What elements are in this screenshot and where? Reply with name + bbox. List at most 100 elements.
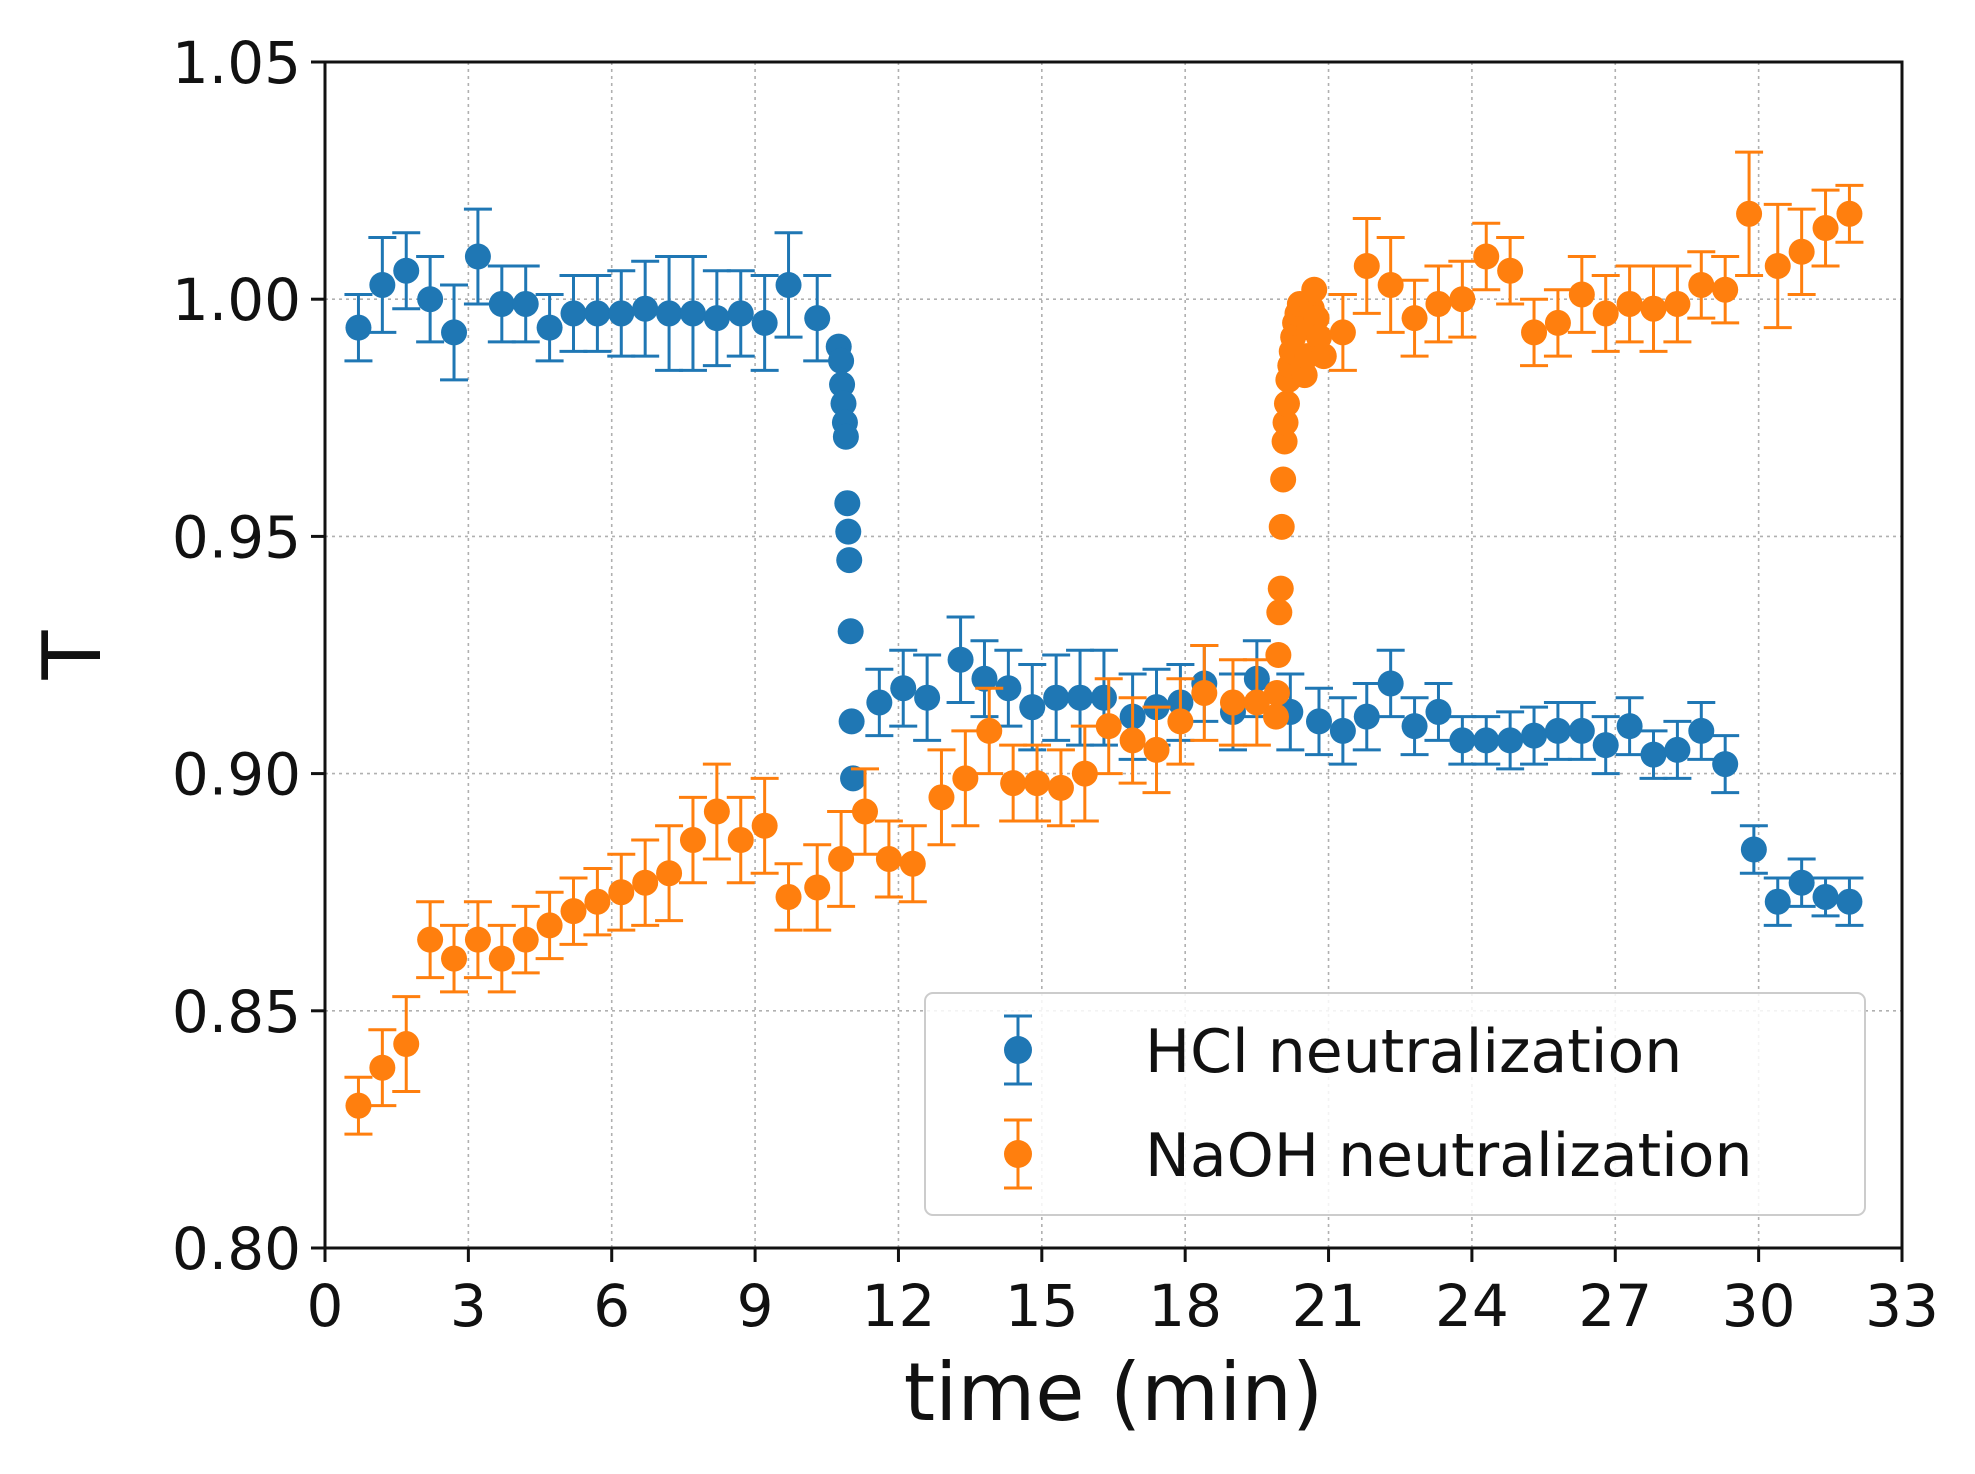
data-point [1639, 264, 1668, 353]
marker [775, 271, 802, 298]
series-hcl [344, 207, 1864, 927]
data-point [1567, 700, 1596, 761]
marker [441, 945, 468, 972]
legend: HCl neutralization NaOH neutralization [924, 992, 1866, 1216]
marker [1640, 741, 1667, 768]
data-point [1352, 681, 1381, 752]
data-point [1328, 696, 1357, 766]
data-point [1094, 677, 1123, 776]
marker [536, 314, 563, 341]
marker [488, 290, 515, 317]
data-point [702, 269, 731, 368]
marker [679, 300, 706, 327]
marker [369, 1054, 396, 1081]
marker [703, 305, 730, 332]
data-point [1687, 250, 1716, 320]
legend-marker-naoh [1004, 1118, 1032, 1190]
marker [703, 798, 730, 825]
marker [727, 827, 754, 854]
marker [369, 271, 396, 298]
marker [1301, 276, 1328, 303]
marker [1664, 290, 1691, 317]
marker [751, 812, 778, 839]
marker [1095, 713, 1122, 740]
data-point [750, 273, 779, 372]
marker [840, 765, 867, 792]
data-point [1268, 513, 1295, 540]
marker [393, 257, 420, 284]
marker [608, 300, 635, 327]
marker [832, 423, 859, 450]
data-point [511, 904, 540, 975]
marker [1568, 717, 1595, 744]
series-naoh [344, 150, 1864, 1136]
marker [866, 689, 893, 716]
data-point [803, 273, 832, 363]
data-point [1520, 705, 1549, 766]
data-point [830, 390, 857, 417]
marker [1243, 689, 1270, 716]
data-point [1763, 202, 1792, 330]
data-point [1520, 297, 1549, 368]
marker [1377, 670, 1404, 697]
marker [1305, 708, 1332, 735]
data-point [1376, 236, 1405, 334]
data-point [1304, 686, 1333, 757]
marker [1024, 770, 1051, 797]
marker [1449, 727, 1476, 754]
data-point [1448, 259, 1477, 339]
data-point [1591, 715, 1620, 776]
data-point [1303, 305, 1330, 332]
marker [1592, 732, 1619, 759]
marker [1119, 727, 1146, 754]
marker [1544, 309, 1571, 336]
x-tick-label: 21 [1292, 1272, 1366, 1340]
marker [656, 860, 683, 887]
marker [1712, 276, 1739, 303]
data-point [1835, 183, 1864, 244]
data-point [368, 236, 397, 334]
data-point [726, 269, 755, 358]
marker [1712, 751, 1739, 778]
marker [1521, 319, 1548, 346]
marker [1043, 684, 1070, 711]
marker [393, 1031, 420, 1058]
marker [838, 708, 865, 735]
marker [727, 300, 754, 327]
data-point [344, 1075, 373, 1136]
marker [512, 926, 539, 953]
tick-labels: 0 3 6 9 12 15 18 21 24 27 30 33 0.80 0.85 0.90 0.95 1.00… [172, 29, 1939, 1340]
marker [1353, 703, 1380, 730]
data-point [874, 819, 903, 899]
marker [1688, 717, 1715, 744]
marker [1310, 343, 1337, 370]
marker [1449, 286, 1476, 313]
marker [656, 300, 683, 327]
marker [890, 675, 917, 702]
marker [1071, 760, 1098, 787]
data-point [583, 866, 612, 937]
marker [804, 874, 831, 901]
data-point [463, 900, 492, 980]
data-point [1591, 273, 1620, 353]
marker [1219, 689, 1246, 716]
data-point [487, 264, 516, 344]
marker [441, 319, 468, 346]
marker [751, 309, 778, 336]
marker [345, 1092, 372, 1119]
legend-label-hcl: HCl neutralization [1145, 1017, 1682, 1087]
data-point [1310, 343, 1337, 370]
series-layer [344, 150, 1864, 1136]
data-point [631, 838, 660, 927]
data-point [1266, 599, 1293, 626]
data-point [440, 283, 469, 382]
marker [1167, 708, 1194, 735]
x-tick-label: 27 [1578, 1272, 1652, 1340]
data-point [1543, 700, 1572, 761]
data-point [774, 231, 803, 339]
marker [1377, 271, 1404, 298]
marker [1616, 713, 1643, 740]
data-point [1543, 288, 1572, 358]
data-point [1472, 221, 1501, 292]
